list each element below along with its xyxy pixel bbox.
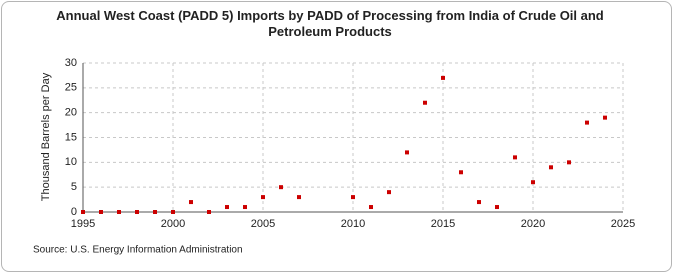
y-tick-label: 25 [65, 82, 77, 94]
point [423, 100, 427, 105]
y-tick-label: 20 [65, 107, 77, 119]
point [189, 200, 193, 205]
x-tick-label: 2015 [431, 218, 455, 230]
y-tick-label: 5 [71, 181, 77, 193]
y-tick-label: 10 [65, 156, 77, 168]
x-tick-label: 2010 [341, 218, 365, 230]
frame [1, 1, 672, 272]
source: Source: U.S. Energy Information Administ… [33, 245, 243, 256]
point [153, 210, 157, 214]
point [603, 115, 607, 120]
point [207, 210, 211, 214]
point [243, 205, 247, 210]
point [585, 120, 589, 125]
point [369, 205, 373, 210]
x-tick-label: 2025 [611, 218, 635, 230]
point [549, 165, 553, 170]
x-tick-label: 1995 [71, 218, 95, 230]
x-tick-label: 2005 [251, 218, 275, 230]
point [99, 210, 103, 214]
y-tick-label: 15 [65, 131, 77, 143]
point [459, 170, 463, 175]
point [297, 195, 301, 200]
point [261, 195, 265, 200]
point [495, 205, 499, 210]
point [279, 185, 283, 190]
point [531, 180, 535, 185]
point [351, 195, 355, 200]
point [135, 210, 139, 214]
point [387, 190, 391, 195]
point [567, 160, 571, 165]
point [117, 210, 121, 214]
point [81, 210, 85, 214]
point [171, 210, 175, 214]
point [477, 200, 481, 205]
point [405, 150, 409, 155]
point [513, 155, 517, 160]
point [441, 75, 445, 80]
y-tick-label: 30 [65, 57, 77, 69]
x-tick-label: 2000 [161, 218, 185, 230]
y-axis-label: Thousand Barrels per Day [40, 72, 52, 201]
y-tick-label: 0 [71, 206, 77, 218]
point [225, 205, 229, 210]
x-tick-label: 2020 [521, 218, 545, 230]
chart-title: Annual West Coast (PADD 5) Imports by PA… [56, 8, 604, 39]
